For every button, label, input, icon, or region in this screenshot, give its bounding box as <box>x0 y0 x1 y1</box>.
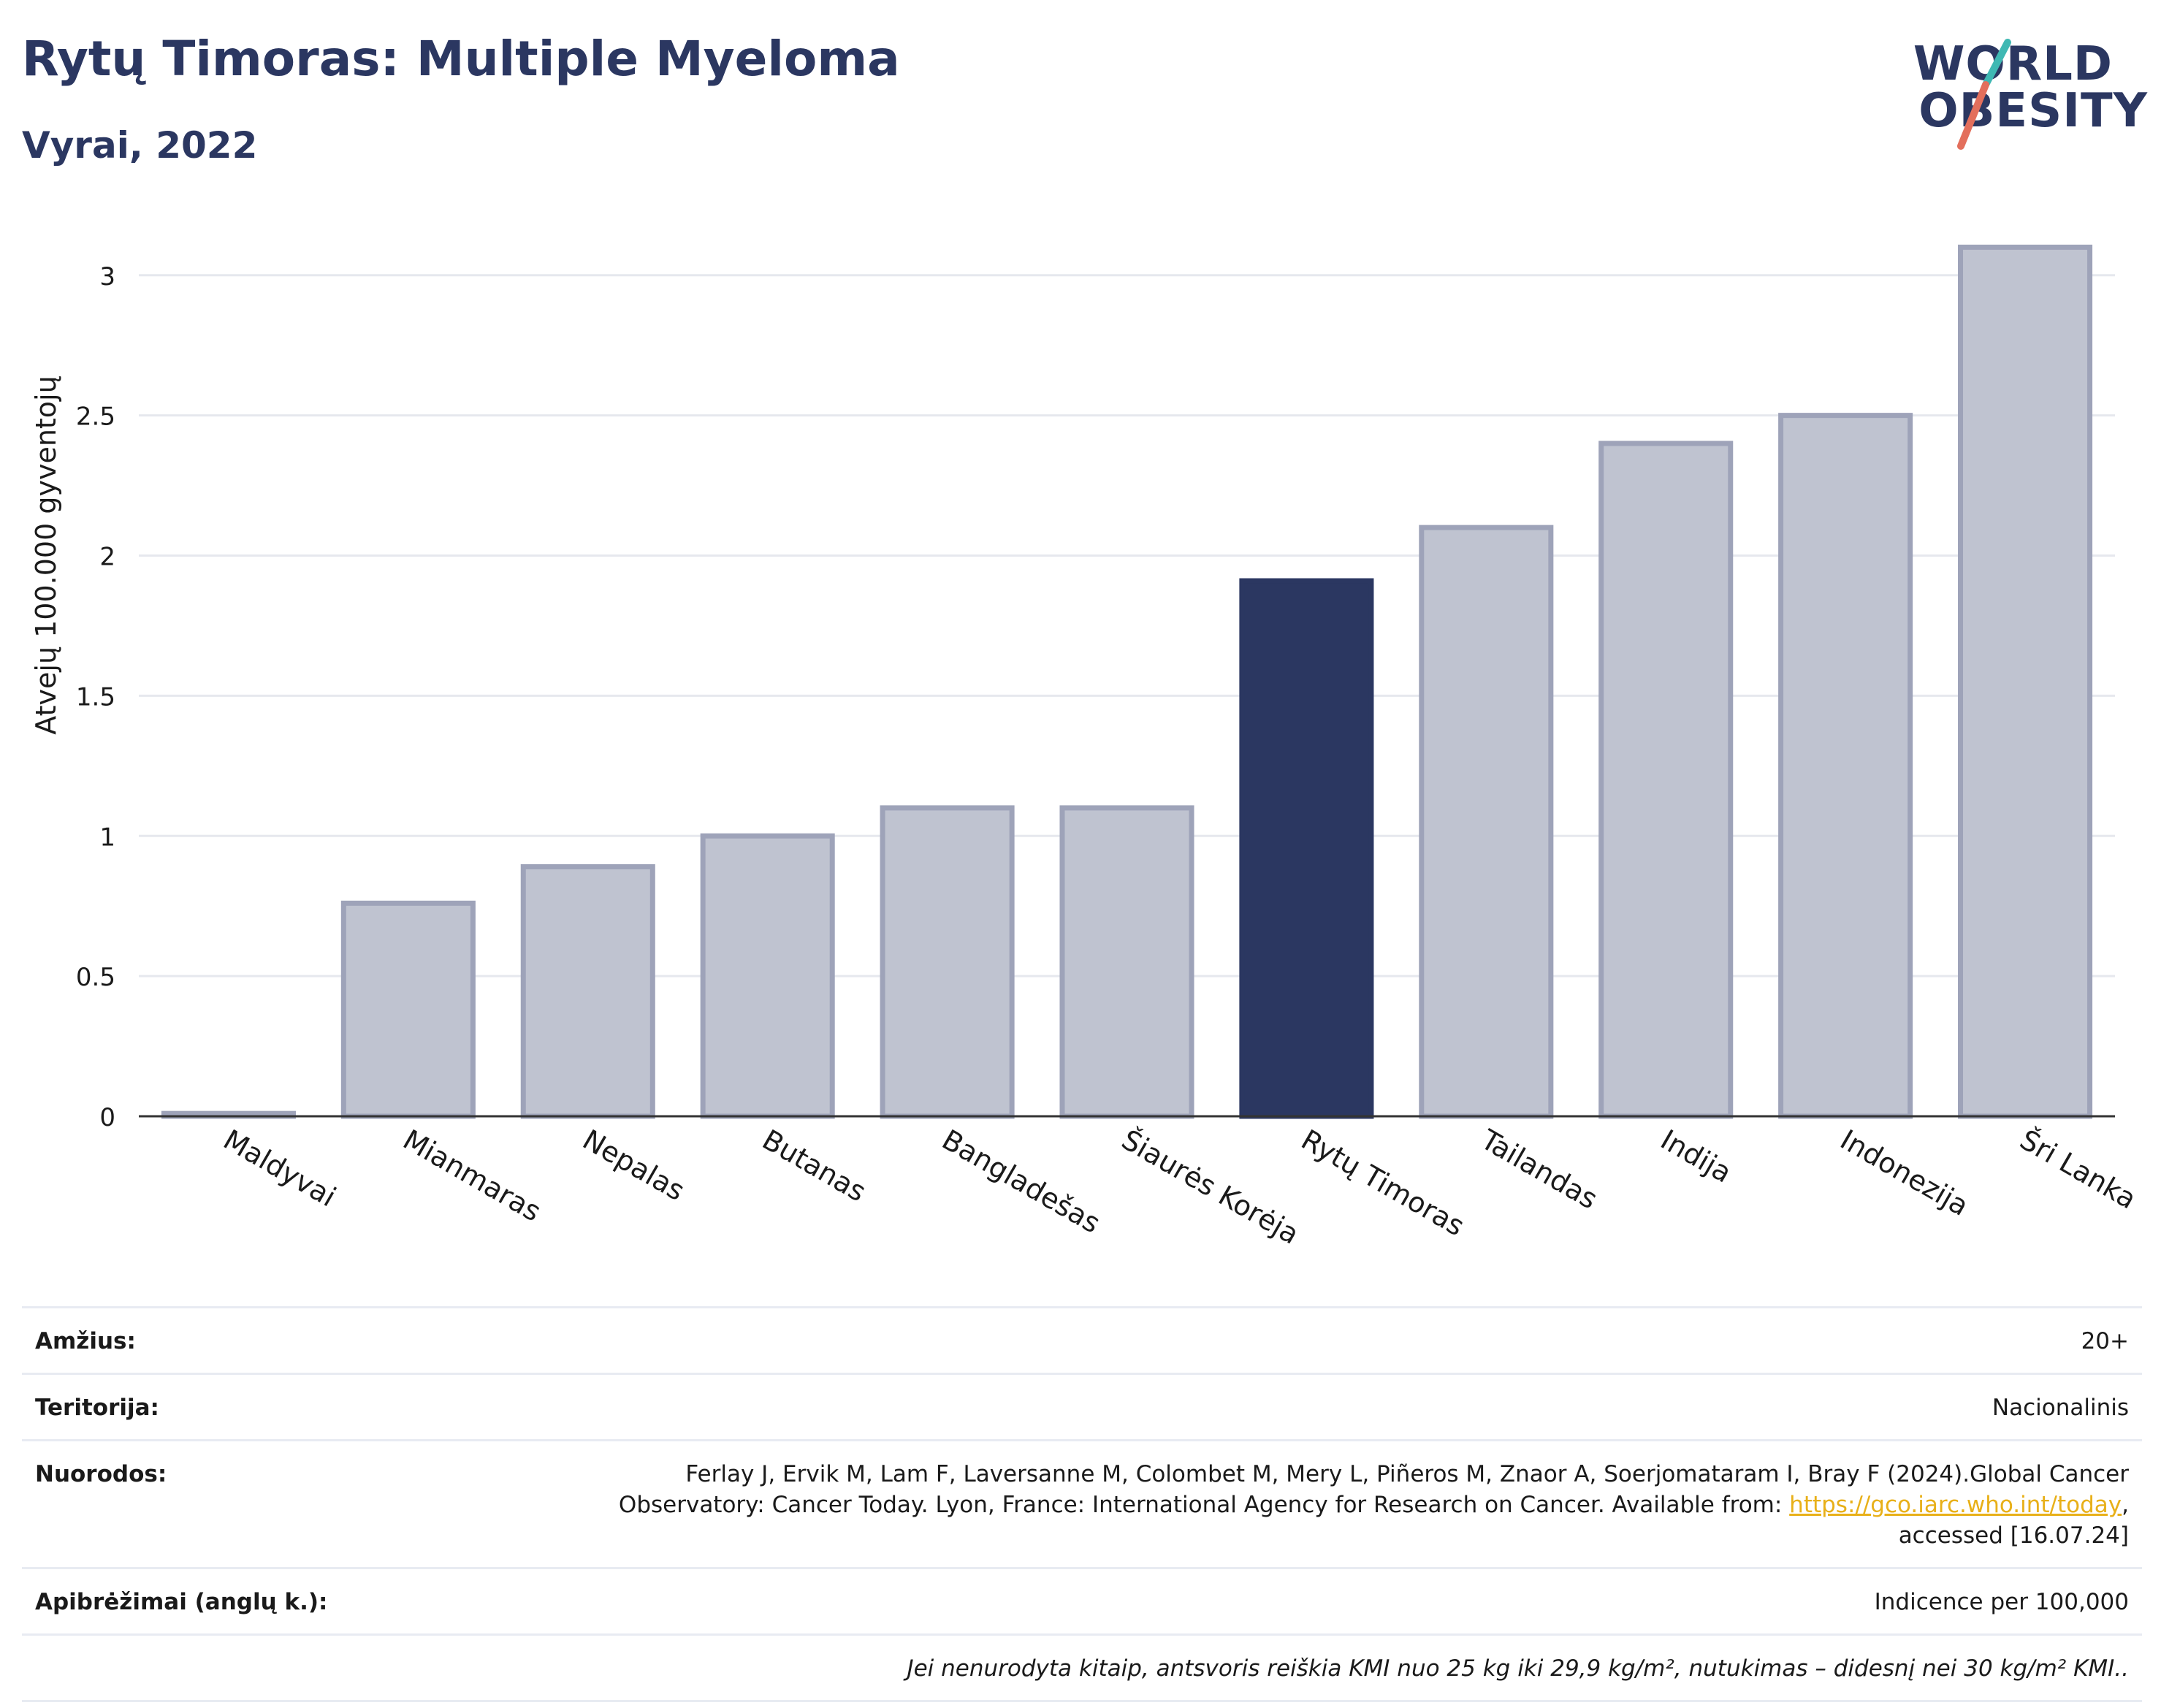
definitions-label: Apibrėžimai (anglų k.): <box>35 1589 328 1615</box>
y-tick-label: 1.5 <box>76 682 115 712</box>
y-tick-label: 1 <box>99 823 115 852</box>
territory-value: Nacionalinis <box>1992 1395 2129 1421</box>
age-value: 20+ <box>2081 1328 2129 1354</box>
bar-10 <box>1958 244 2093 1119</box>
bars <box>161 244 2093 1119</box>
y-tick-labels: 0 0.5 1 1.5 2 2.5 3 <box>76 262 115 1132</box>
y-tick-label: 2 <box>99 543 115 572</box>
world-obesity-logo: WORLD OBESITY <box>1907 22 2148 153</box>
y-tick-label: 0.5 <box>76 963 115 992</box>
bar-6 <box>1239 578 1374 1119</box>
y-tick-label: 3 <box>99 262 115 291</box>
x-tick-label: Bangladešas <box>937 1124 1105 1240</box>
territory-label: Teritorija: <box>35 1395 159 1421</box>
y-tick-label: 2.5 <box>76 403 115 432</box>
references-suffix: , accessed [16.07.24] <box>1898 1492 2129 1549</box>
logo-slash-icon <box>1957 39 2011 150</box>
bar-7 <box>1419 525 1554 1119</box>
bar-8 <box>1598 441 1734 1119</box>
references-text: Ferlay J, Ervik M, Lam F, Laversanne M, … <box>618 1461 2129 1518</box>
x-tick-label: Tailandas <box>1475 1123 1603 1216</box>
y-axis-label: Atvejų 100.000 gyventojų <box>30 375 62 734</box>
bar-2 <box>520 863 655 1119</box>
territory-row: Teritorija: Nacionalinis <box>22 1373 2142 1439</box>
x-tick-label: Šri Lanka <box>2015 1124 2142 1216</box>
definitions-value: Indicence per 100,000 <box>1874 1589 2129 1615</box>
chart-title: Rytų Timoras: Multiple Myeloma <box>22 31 900 87</box>
x-tick-label: Indija <box>1655 1124 1737 1189</box>
definitions-row: Apibrėžimai (anglų k.): Indicence per 10… <box>22 1567 2142 1633</box>
x-tick-label: Indonezija <box>1835 1124 1974 1222</box>
x-tick-label: Šiaurės Korėja <box>1116 1124 1305 1251</box>
bar-9 <box>1778 413 1913 1119</box>
references-link[interactable]: https://gco.iarc.who.int/today <box>1789 1492 2122 1518</box>
y-tick-label: 0 <box>99 1103 115 1132</box>
references-label: Nuorodos: <box>35 1461 167 1487</box>
chart-subtitle: Vyrai, 2022 <box>22 124 258 167</box>
references-row: Nuorodos: Ferlay J, Ervik M, Lam F, Lave… <box>22 1439 2142 1567</box>
bar-3 <box>700 833 835 1119</box>
bar-5 <box>1059 805 1194 1119</box>
logo-line-2: OBESITY <box>1918 84 2148 138</box>
footnote: Jei nenurodyta kitaip, antsvoris reiškia… <box>907 1655 2129 1682</box>
x-tick-label: Butanas <box>757 1124 872 1208</box>
x-tick-label: Rytų Timoras <box>1296 1124 1470 1243</box>
note-row: Jei nenurodyta kitaip, antsvoris reiškia… <box>22 1633 2142 1702</box>
bar-4 <box>880 805 1015 1119</box>
x-tick-label: Mianmaras <box>397 1124 546 1228</box>
x-tick-labels: Maldyvai Mianmaras Nepalas Butanas Bangladeš… <box>218 1123 2141 1251</box>
info-table: Amžius: 20+ Teritorija: Nacionalinis Nuo… <box>22 1306 2142 1702</box>
bar-1 <box>340 900 476 1119</box>
logo-line-1: WORLD <box>1913 37 2113 91</box>
bar-chart: 0 0.5 1 1.5 2 2.5 3 Maldyvai Mianmaras Nepalas Bu… <box>30 244 2142 1251</box>
x-tick-label: Nepalas <box>577 1124 690 1208</box>
age-row: Amžius: 20+ <box>22 1306 2142 1373</box>
x-tick-label: Maldyvai <box>218 1124 341 1213</box>
references-value: Ferlay J, Ervik M, Lam F, Laversanne M, … <box>536 1459 2129 1551</box>
age-label: Amžius: <box>35 1328 136 1354</box>
